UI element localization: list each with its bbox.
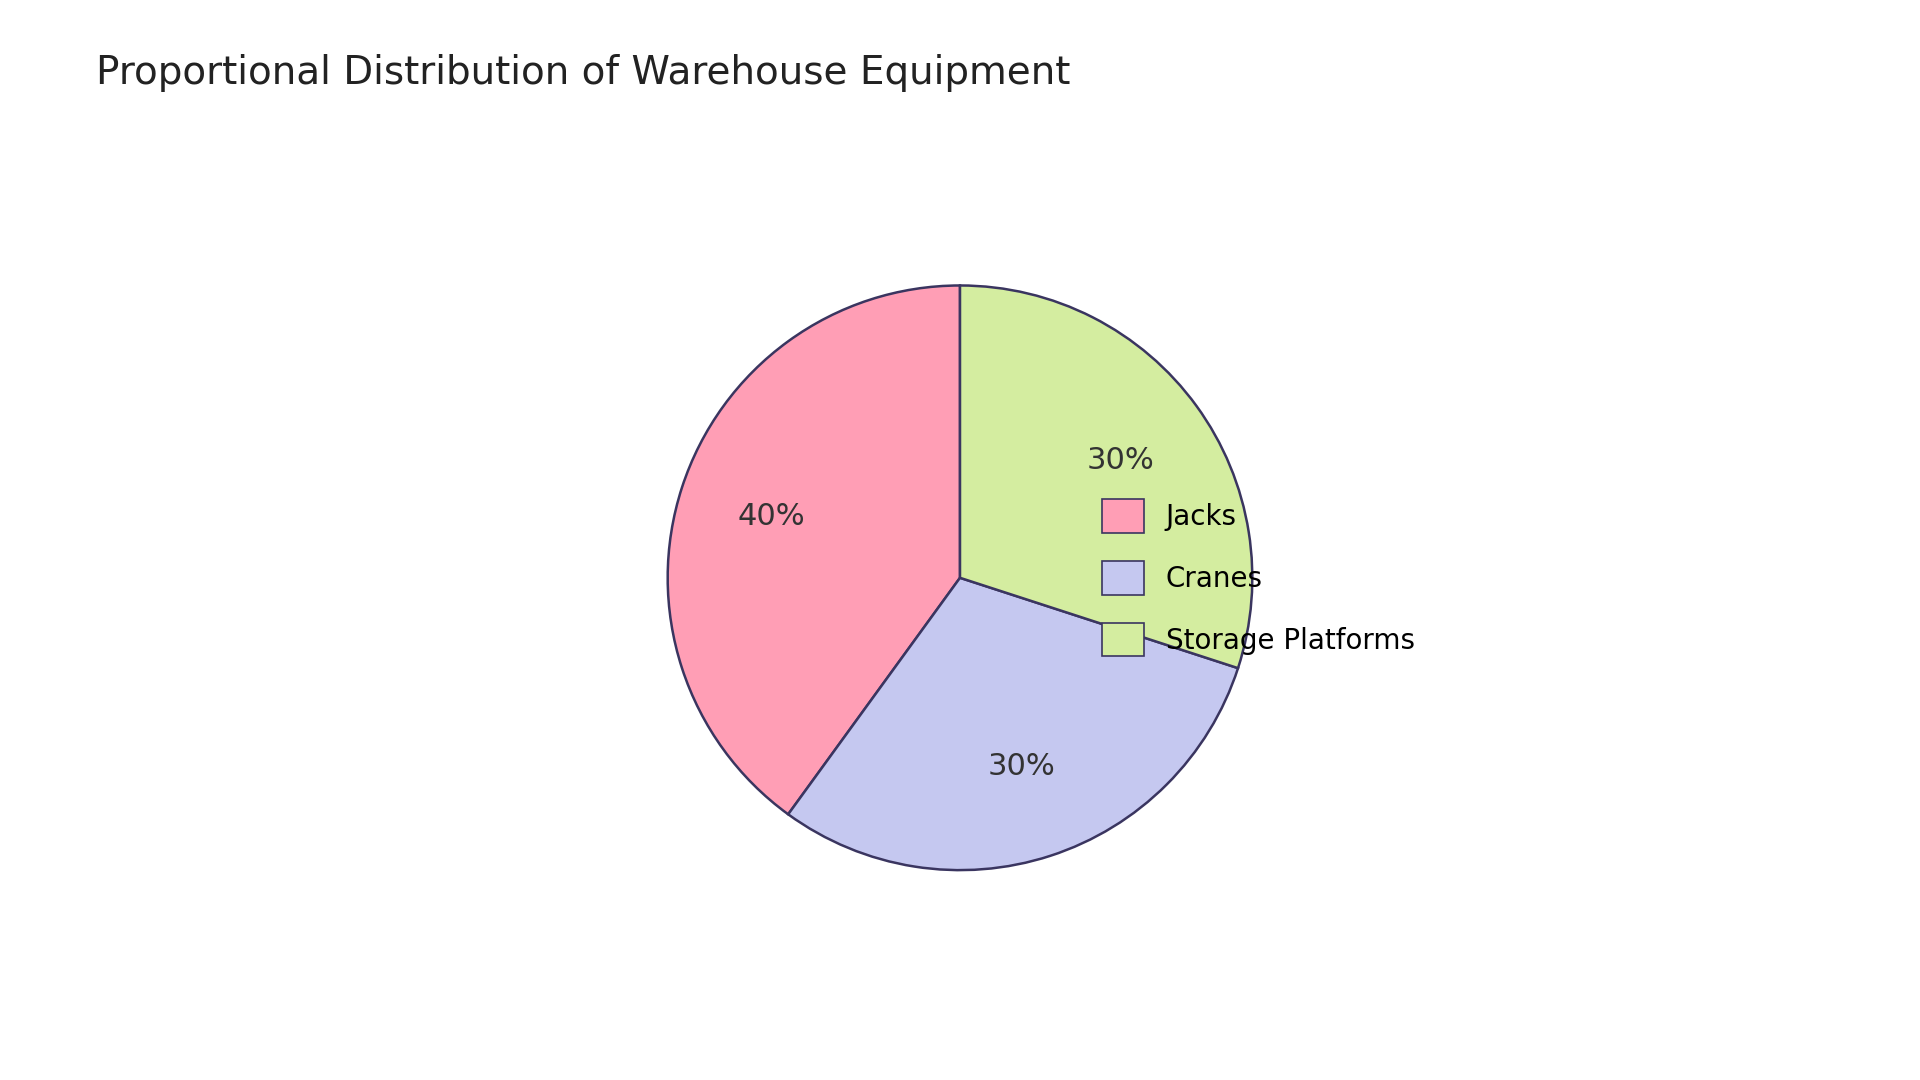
- Text: 30%: 30%: [987, 753, 1056, 781]
- Text: 30%: 30%: [1087, 446, 1154, 475]
- Legend: Jacks, Cranes, Storage Platforms: Jacks, Cranes, Storage Platforms: [1091, 488, 1427, 667]
- Wedge shape: [668, 285, 960, 814]
- Wedge shape: [960, 285, 1252, 669]
- Text: 40%: 40%: [737, 502, 804, 531]
- Wedge shape: [789, 578, 1238, 870]
- Text: Proportional Distribution of Warehouse Equipment: Proportional Distribution of Warehouse E…: [96, 54, 1069, 92]
